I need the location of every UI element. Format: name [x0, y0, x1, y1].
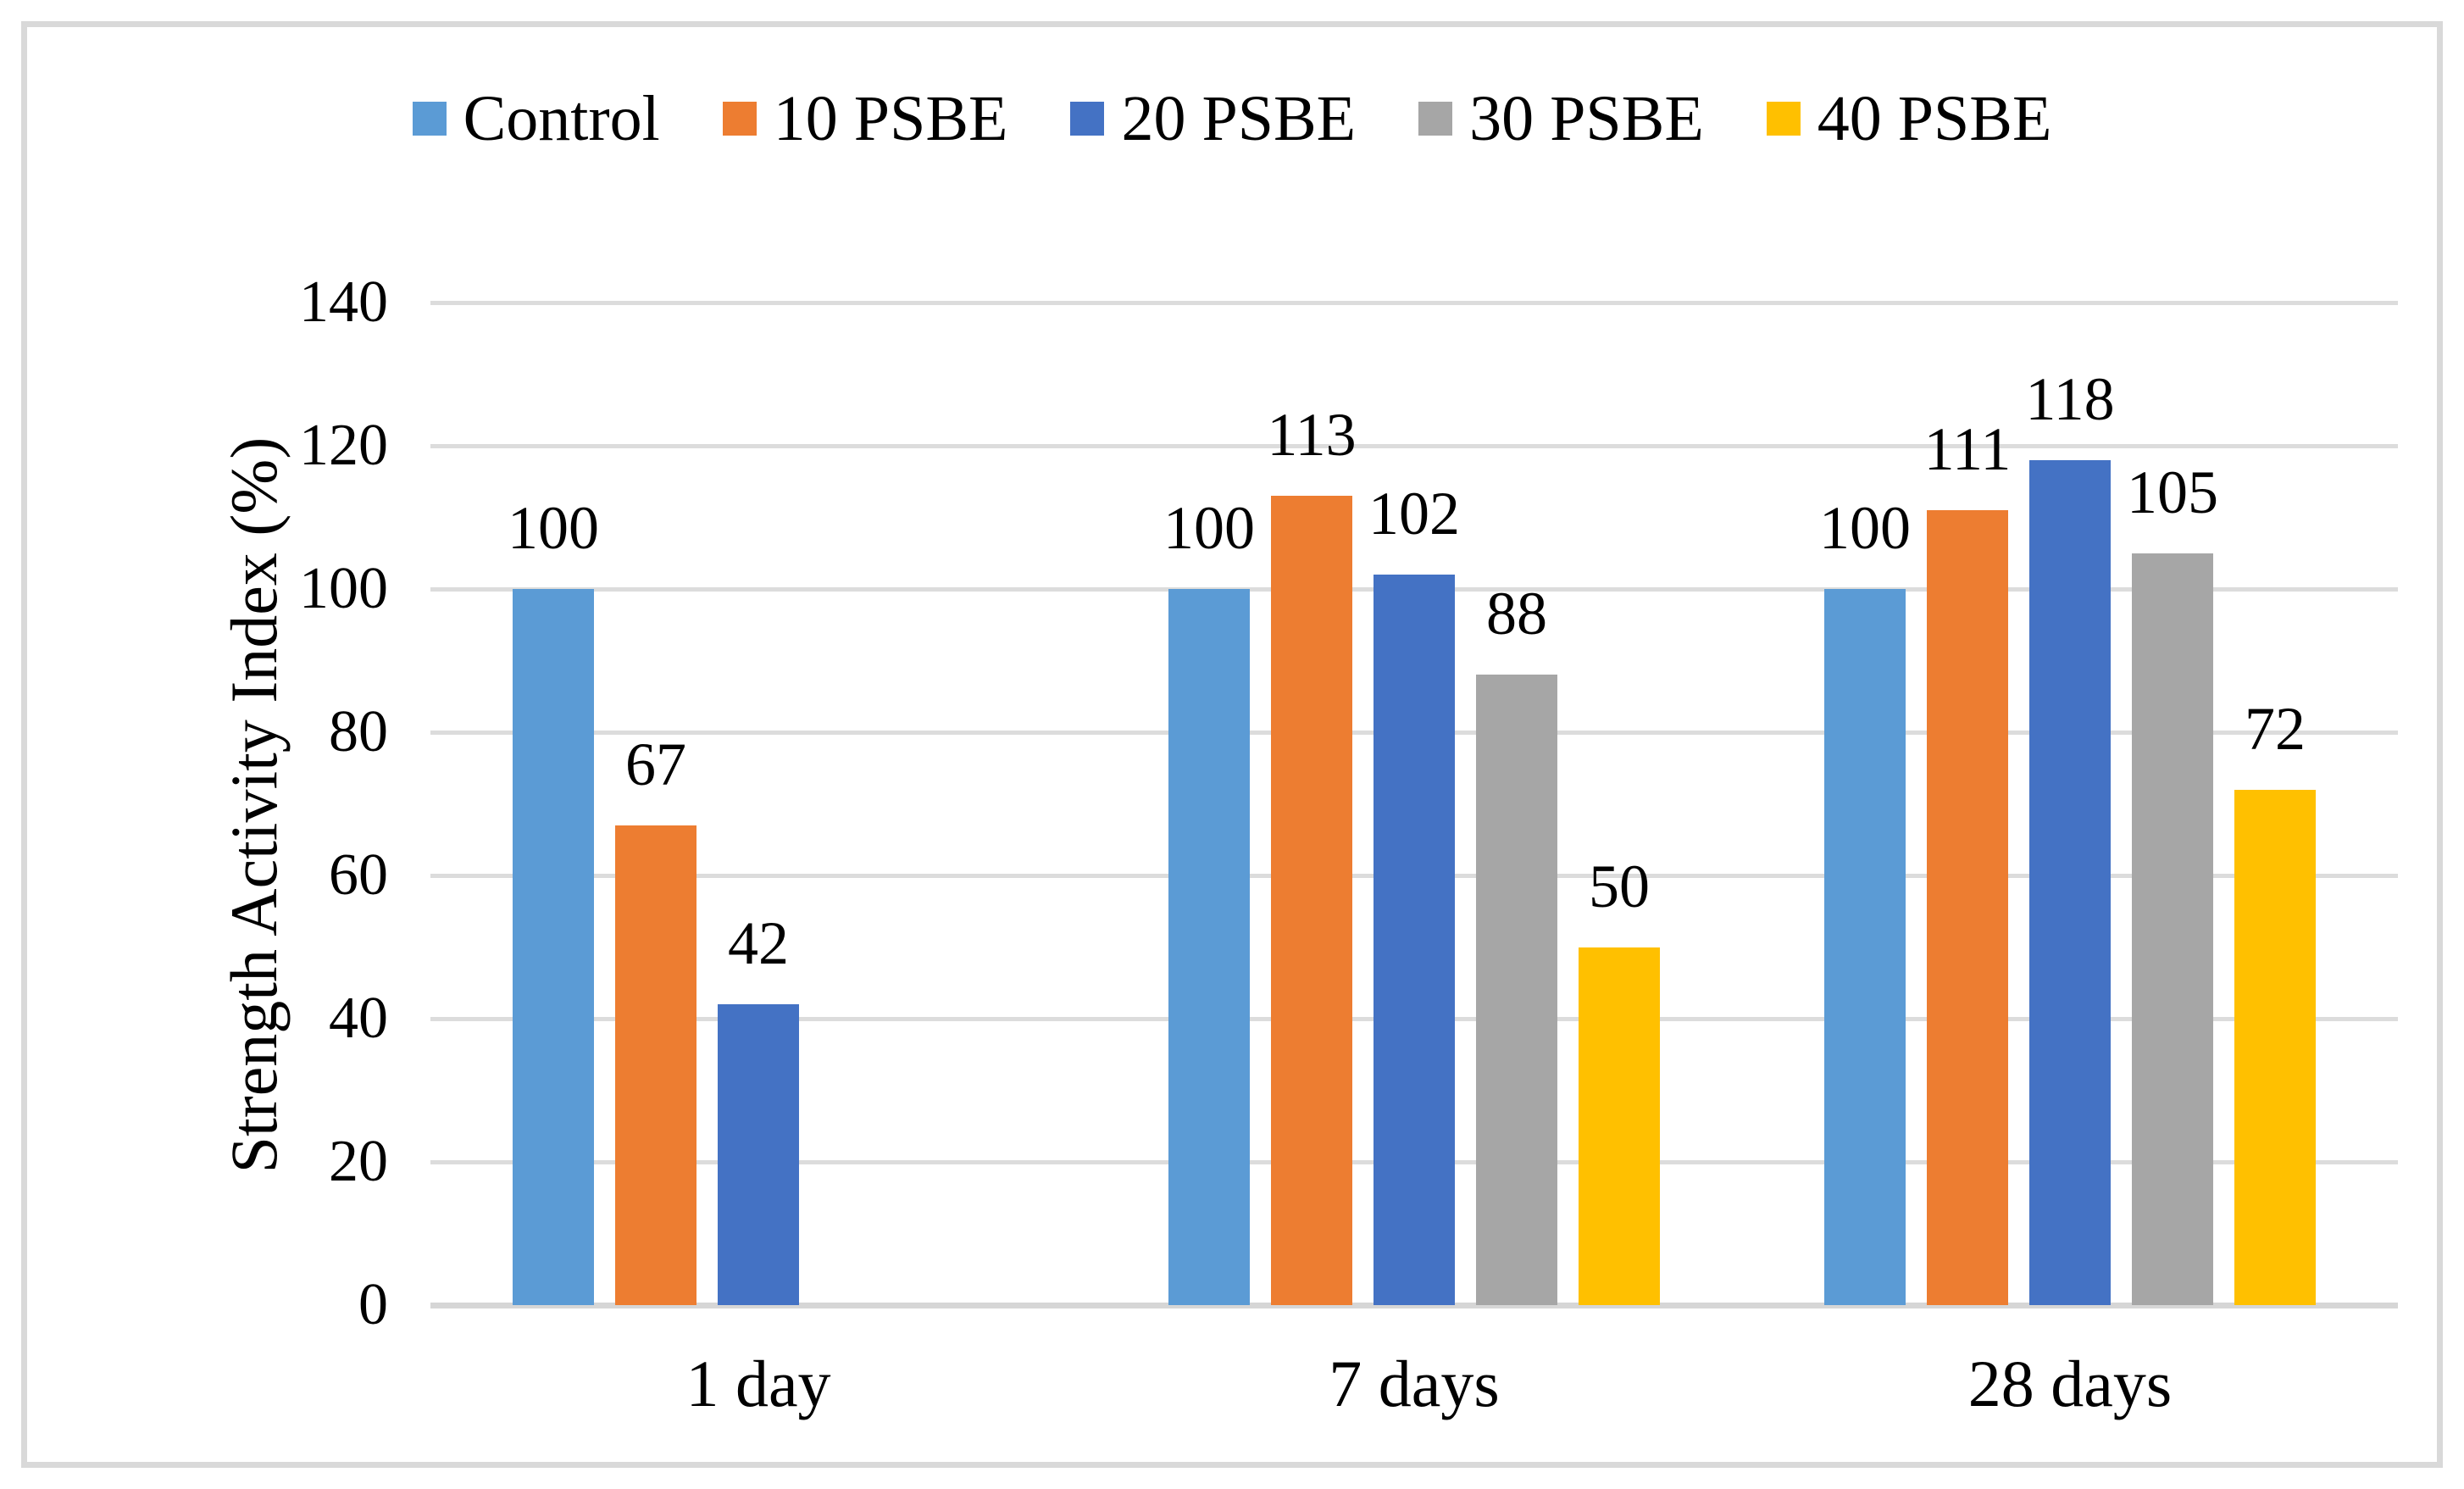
bar-value-label: 105 [2127, 458, 2218, 526]
legend-label: 10 PSBE [773, 83, 1008, 154]
bar-30-psbe [1476, 675, 1557, 1305]
legend-label: 40 PSBE [1817, 83, 2052, 154]
y-tick-label: 0 [358, 1272, 388, 1337]
legend-swatch-icon [1418, 102, 1453, 136]
x-axis-line [430, 1303, 2398, 1308]
y-tick-label: 40 [329, 986, 388, 1051]
x-category-label: 7 days [1329, 1347, 1500, 1420]
bar-value-label: 50 [1589, 852, 1650, 920]
legend-item-40-psbe: 40 PSBE [1766, 83, 2052, 154]
bar-10-psbe [615, 825, 696, 1305]
legend-item-control: Control [412, 83, 660, 154]
y-tick-label: 100 [299, 556, 388, 621]
bar-value-label: 67 [625, 730, 686, 798]
bar-value-label: 118 [2025, 364, 2115, 433]
bar-value-label: 113 [1267, 401, 1357, 469]
bar-control [513, 589, 594, 1305]
legend-label: 30 PSBE [1469, 83, 1704, 154]
figure-border [21, 21, 2443, 1468]
bar-40-psbe [1579, 947, 1660, 1305]
bar-10-psbe [1271, 496, 1352, 1305]
x-category-label: 1 day [685, 1347, 831, 1420]
bar-control [1824, 589, 1906, 1305]
legend-swatch-icon [722, 102, 757, 136]
legend-label: Control [463, 83, 660, 154]
y-axis-title: Strength Activity Index (%) [217, 436, 291, 1174]
legend-swatch-icon [412, 102, 447, 136]
bar-20-psbe [718, 1004, 799, 1305]
bar-value-label: 100 [508, 494, 599, 562]
legend-swatch-icon [1766, 102, 1801, 136]
legend-item-10-psbe: 10 PSBE [722, 83, 1008, 154]
x-category-label: 28 days [1967, 1347, 2173, 1420]
y-tick-label: 140 [299, 269, 388, 335]
legend-swatch-icon [1070, 102, 1105, 136]
bar-20-psbe [2029, 459, 2111, 1305]
bar-30-psbe [2132, 553, 2213, 1305]
bar-value-label: 72 [2245, 694, 2306, 763]
legend-item-20-psbe: 20 PSBE [1070, 86, 1356, 151]
legend-item-30-psbe: 30 PSBE [1418, 86, 1704, 151]
bar-value-label: 102 [1368, 480, 1460, 548]
bar-40-psbe [2234, 789, 2316, 1305]
y-tick-label: 80 [329, 699, 388, 764]
y-tick-label: 120 [299, 413, 388, 478]
bar-20-psbe [1374, 575, 1455, 1305]
gridline [430, 444, 2398, 448]
bar-value-label: 100 [1819, 494, 1911, 562]
bar-control [1168, 589, 1250, 1305]
chart-legend: Control 10 PSBE 20 PSBE 30 PSBE 40 PSBE [0, 75, 2464, 163]
bar-10-psbe [1927, 510, 2008, 1305]
bar-value-label: 88 [1486, 580, 1547, 648]
bar-value-label: 100 [1163, 494, 1255, 562]
y-tick-label: 20 [329, 1129, 388, 1194]
legend-label: 20 PSBE [1121, 83, 1357, 154]
gridline [430, 301, 2398, 305]
bar-value-label: 42 [728, 909, 789, 978]
y-tick-label: 60 [329, 842, 388, 908]
bar-value-label: 111 [1923, 415, 2012, 484]
